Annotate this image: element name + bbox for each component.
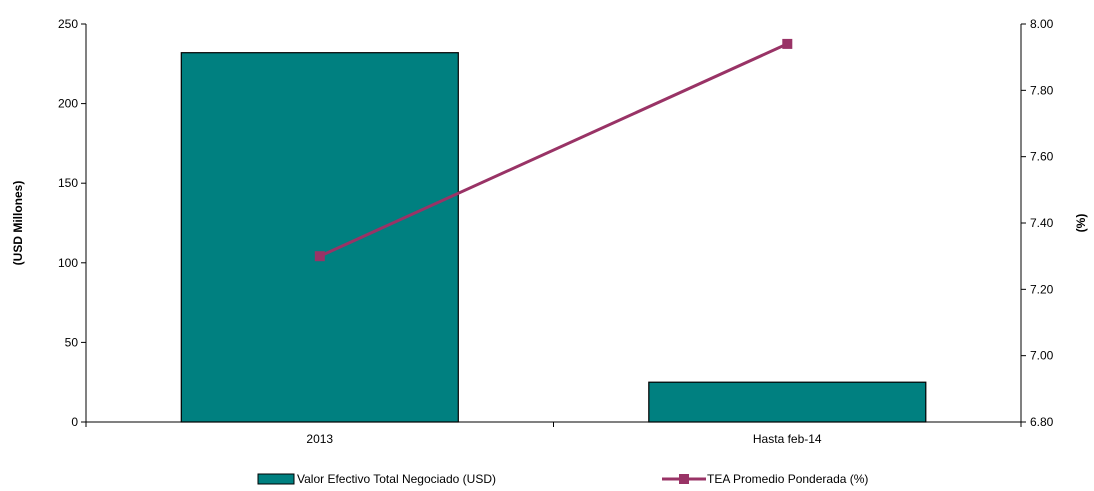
- line-series: [314, 38, 793, 262]
- legend-label-bar: Valor Efectivo Total Negociado (USD): [297, 472, 496, 486]
- right-tick-label: 7.20: [1030, 282, 1054, 296]
- legend: Valor Efectivo Total Negociado (USD) TEA …: [257, 472, 868, 486]
- series-line: [319, 42, 788, 258]
- bar: [180, 52, 459, 423]
- line-point-marker: [782, 38, 793, 49]
- bar-series: [180, 52, 927, 423]
- left-tick-label: 100: [58, 256, 78, 270]
- right-tick-label: 8.00: [1030, 17, 1054, 31]
- legend-swatch-bar: [257, 473, 295, 485]
- line-point-marker: [314, 251, 325, 262]
- axes: 0 50 100 150 200 250 6.80 7.00 7.20 7.40 7.60 7.80 8…: [11, 17, 1088, 446]
- right-tick-label: 7.00: [1030, 349, 1054, 363]
- left-tick-label: 200: [58, 97, 78, 111]
- legend-label-line: TEA Promedio Ponderada (%): [707, 472, 868, 486]
- left-tick-label: 250: [58, 17, 78, 31]
- legend-swatch-marker: [679, 474, 689, 484]
- left-tick-label: 0: [71, 415, 78, 429]
- right-tick-label: 7.80: [1030, 83, 1054, 97]
- left-tick-label: 50: [65, 335, 79, 349]
- left-axis-title: (USD Millones): [11, 181, 25, 266]
- left-tick-label: 150: [58, 176, 78, 190]
- right-axis-title: (%): [1074, 214, 1088, 233]
- x-tick-label: Hasta feb-14: [753, 432, 822, 446]
- right-tick-label: 6.80: [1030, 415, 1054, 429]
- bar: [648, 381, 927, 423]
- right-tick-label: 7.60: [1030, 150, 1054, 164]
- right-tick-label: 7.40: [1030, 216, 1054, 230]
- x-tick-label: 2013: [306, 432, 333, 446]
